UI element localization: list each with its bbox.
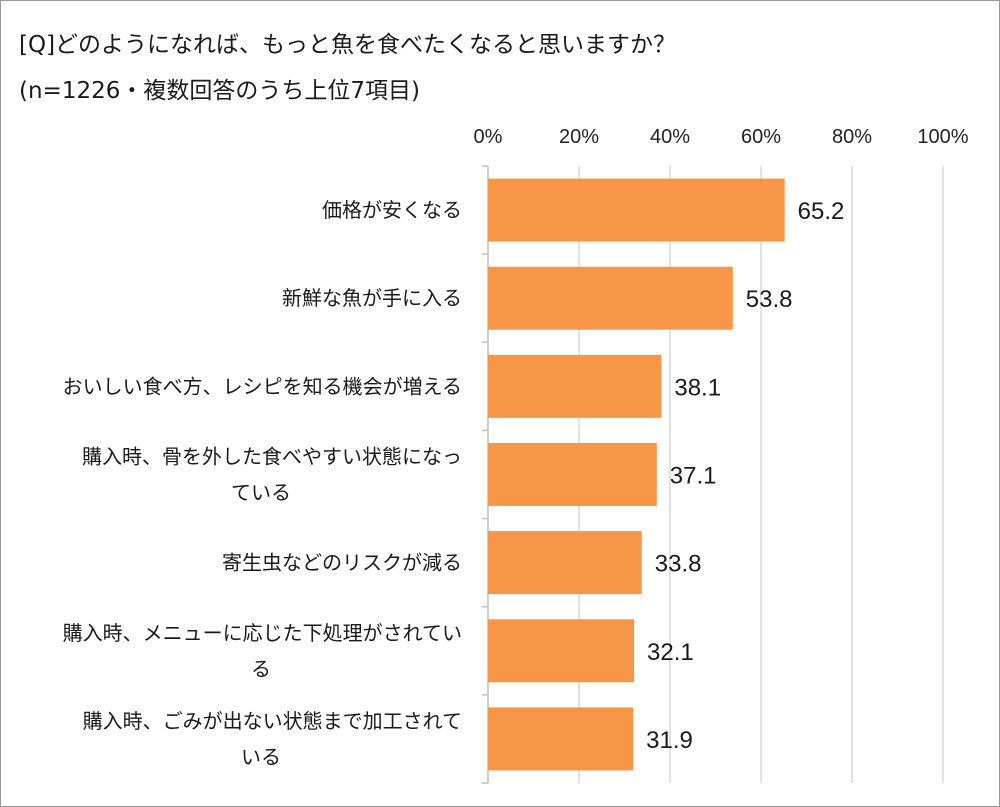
data-label: 53.8 [746,286,793,313]
category-label: 新鮮な魚が手に入る [282,286,462,310]
bar [488,443,657,506]
bar [488,354,662,418]
x-tick-label: 60% [741,126,781,148]
bar [488,707,634,771]
data-label: 37.1 [670,463,717,490]
data-label: 33.8 [655,551,702,578]
data-label: 32.1 [647,639,694,666]
bar [488,619,635,683]
x-tick-label: 40% [650,126,690,148]
category-label: る [251,657,271,681]
category-label: おいしい食べ方、レシピを知る機会が増える [63,374,462,398]
bar [488,266,733,330]
x-tick-label: 100% [917,126,968,148]
data-label: 65.2 [798,198,845,225]
x-tick-label: 20% [559,126,599,148]
category-label: 購入時、ごみが出ない状態まで加工されて [83,709,462,733]
category-label: ている [231,481,291,505]
x-tick-label: 80% [832,126,872,148]
chart-subtitle: (n=1226・複数回答のうち上位7項目) [19,78,420,104]
category-label: 購入時、骨を外した食べやすい状態になっ [82,445,462,469]
x-tick-label: 0% [474,126,503,148]
category-label: 価格が安くなる [322,198,462,222]
category-label: 購入時、メニューに応じた下処理がされてい [63,621,462,645]
category-label: 寄生虫などのリスクが減る [222,551,462,575]
category-label: いる [241,745,281,769]
data-label: 31.9 [646,727,693,754]
data-label: 38.1 [674,374,721,401]
bar [488,531,642,595]
chart-title: [Q]どのようになれば、もっと魚を食べたくなると思いますか？ [19,32,677,58]
bar [488,178,785,242]
